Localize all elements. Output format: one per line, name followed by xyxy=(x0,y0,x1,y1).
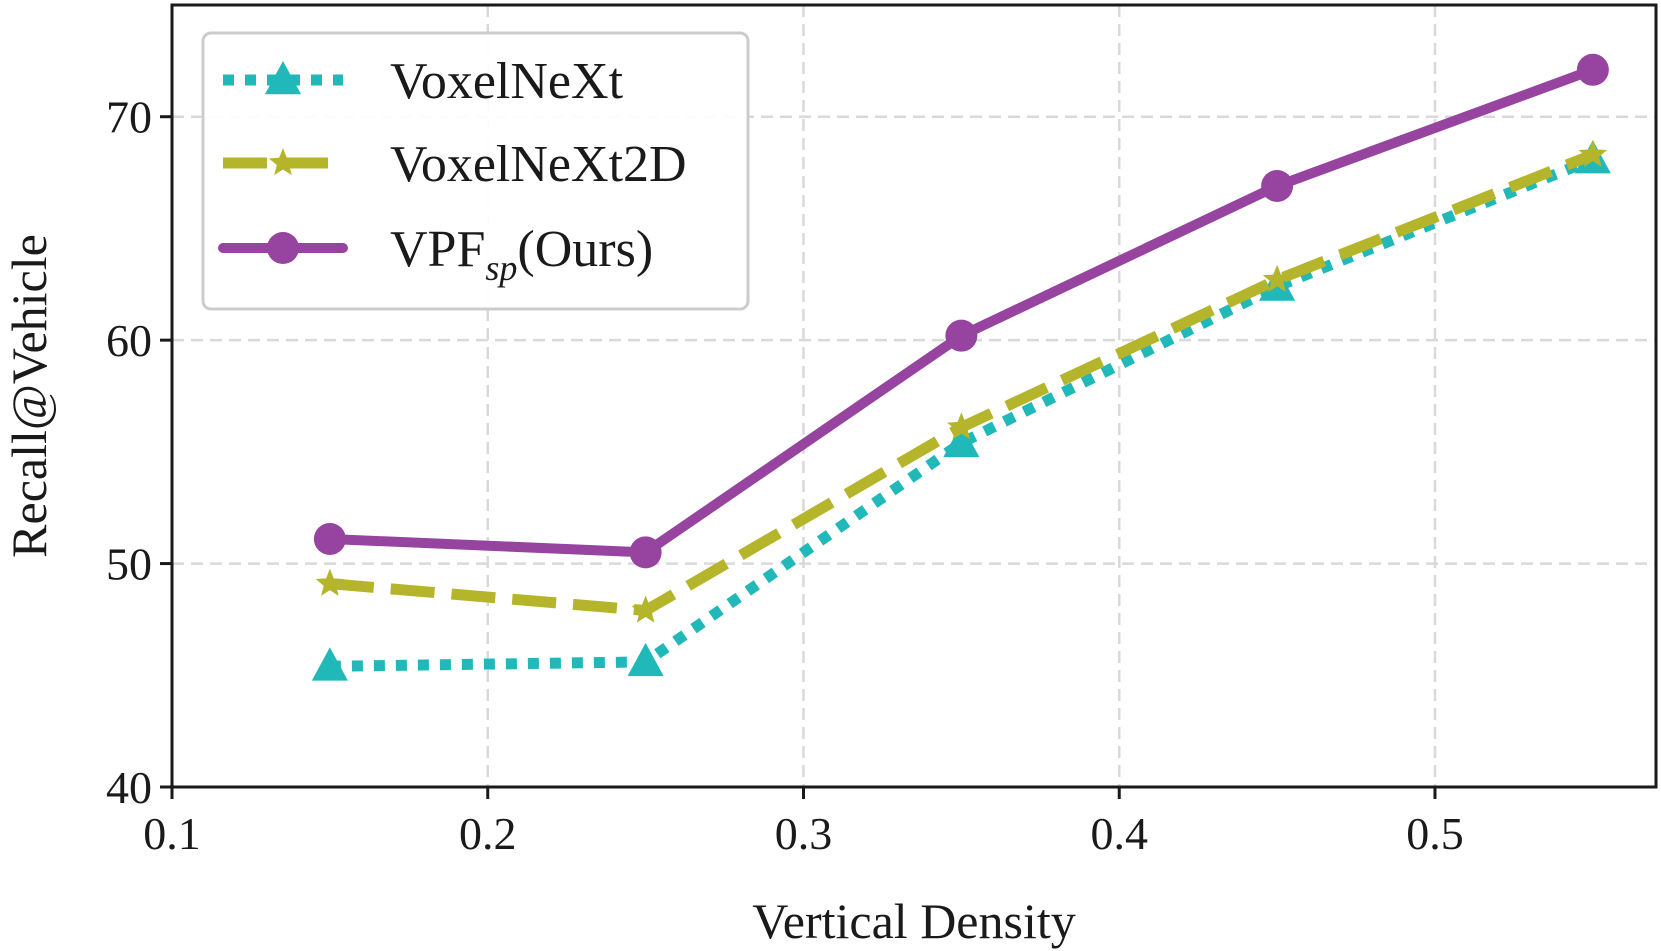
data-point xyxy=(629,536,662,569)
legend-name: VoxelNeXt xyxy=(390,53,624,110)
legend-marker xyxy=(267,232,299,264)
legend: VoxelNeXt VoxelNeXt2D VPFsp(Ours) xyxy=(201,31,750,311)
x-tick-label: 0.2 xyxy=(459,808,517,859)
data-point xyxy=(627,642,664,677)
series-1 xyxy=(315,139,1608,623)
data-point xyxy=(1262,264,1292,292)
data-point xyxy=(1578,139,1608,167)
x-tick-label: 0.4 xyxy=(1090,808,1148,859)
legend-label: VPFsp(Ours) xyxy=(390,221,653,288)
x-tick-label: 0.1 xyxy=(143,808,201,859)
axis-ticks: 0.1 0.2 0.3 0.4 0.5 40 50 60 70 xyxy=(106,92,1464,859)
legend-marker xyxy=(268,148,298,176)
data-point xyxy=(631,595,660,623)
y-tick-label: 60 xyxy=(106,315,152,366)
legend-subscript: sp xyxy=(485,248,517,288)
x-tick-label: 0.3 xyxy=(775,808,833,859)
series-layer xyxy=(311,53,1611,681)
x-tick-label: 0.5 xyxy=(1406,808,1464,859)
data-point xyxy=(311,647,348,681)
plot-frame xyxy=(170,3,1658,789)
data-point xyxy=(945,319,978,352)
data-point xyxy=(943,423,980,458)
legend-label: VoxelNeXt2D xyxy=(390,136,687,193)
legend-name: VoxelNeXt2D xyxy=(390,136,687,193)
data-point xyxy=(947,412,976,440)
legend-name: VPF xyxy=(390,221,485,278)
legend-label: VoxelNeXt xyxy=(390,53,624,110)
y-tick-label: 40 xyxy=(106,762,152,813)
y-tick-label: 50 xyxy=(106,539,152,590)
data-point xyxy=(1261,169,1294,202)
legend-box xyxy=(201,31,750,311)
legend-marker xyxy=(264,61,302,95)
grid xyxy=(172,5,1656,787)
legend-suffix: (Ours) xyxy=(517,221,653,278)
y-axis-title: Recall@Vehicle xyxy=(1,234,57,558)
data-point xyxy=(313,522,346,555)
data-point xyxy=(1576,53,1609,86)
series-2 xyxy=(313,53,1609,569)
data-point xyxy=(315,568,345,596)
y-tick-label: 70 xyxy=(106,92,152,143)
x-axis-title: Vertical Density xyxy=(752,893,1076,949)
